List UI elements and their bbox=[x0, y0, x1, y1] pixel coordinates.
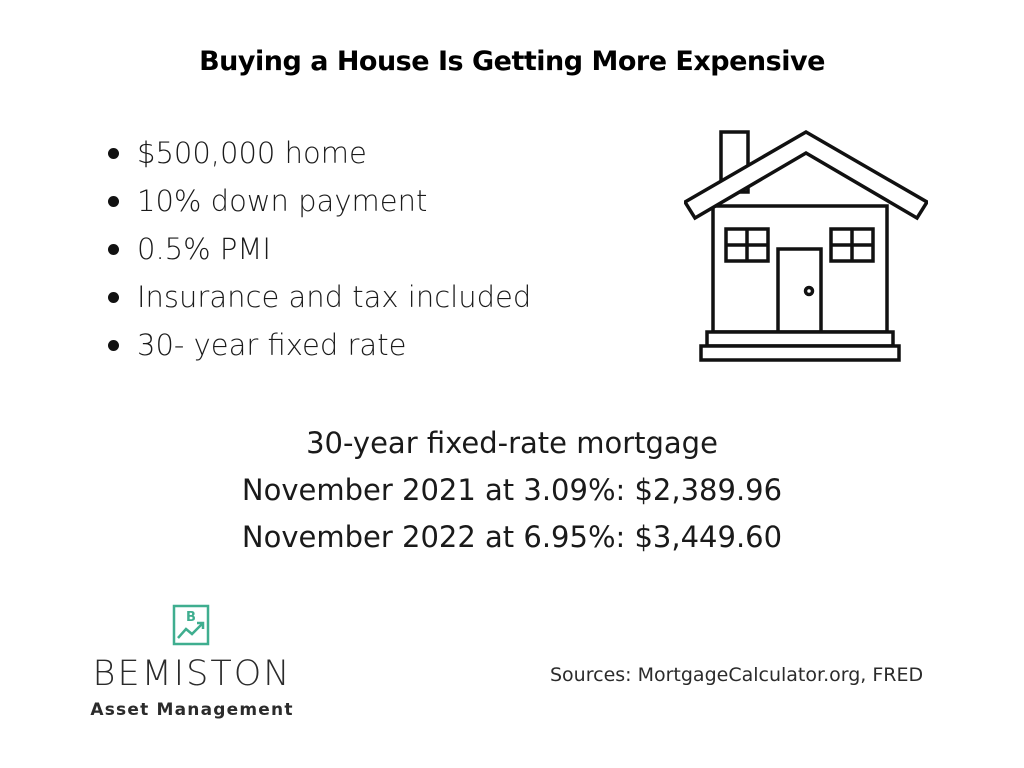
house-icon bbox=[684, 129, 928, 362]
list-item-text: 0.5% PMI bbox=[137, 232, 271, 266]
list-item-text: 10% down payment bbox=[137, 184, 428, 218]
mortgage-line-2022: November 2022 at 6.95%: $3,449.60 bbox=[241, 520, 783, 554]
bullet-icon bbox=[108, 244, 119, 255]
chart-box-icon: B bbox=[172, 604, 210, 646]
list-item-text: $500,000 home bbox=[137, 136, 367, 170]
logo-tagline: Asset Management bbox=[90, 700, 294, 720]
mortgage-comparison: 30-year fixed-rate mortgage November 202… bbox=[0, 420, 1024, 561]
list-item: 10% down payment bbox=[104, 181, 531, 229]
bullet-icon bbox=[108, 292, 119, 303]
list-item-text: Insurance and tax included bbox=[137, 280, 532, 314]
list-item: Insurance and tax included bbox=[104, 277, 531, 325]
list-item: 0.5% PMI bbox=[104, 229, 531, 277]
list-item: $500,000 home bbox=[104, 133, 531, 181]
list-item-text: 30- year fixed rate bbox=[137, 328, 407, 362]
mortgage-heading: 30-year fixed-rate mortgage bbox=[306, 426, 718, 460]
page-title: Buying a House Is Getting More Expensive bbox=[199, 46, 825, 77]
bullet-icon bbox=[108, 148, 119, 159]
mortgage-line-2021: November 2021 at 3.09%: $2,389.96 bbox=[241, 473, 783, 507]
svg-text:B: B bbox=[186, 610, 196, 625]
logo-wordmark: BEMISTON bbox=[92, 654, 292, 694]
bullet-icon bbox=[108, 196, 119, 207]
bullet-icon bbox=[108, 340, 119, 351]
assumptions-list: $500,000 home 10% down payment 0.5% PMI … bbox=[104, 133, 531, 373]
sources-note: Sources: MortgageCalculator.org, FRED bbox=[550, 664, 924, 686]
list-item: 30- year fixed rate bbox=[104, 325, 531, 373]
